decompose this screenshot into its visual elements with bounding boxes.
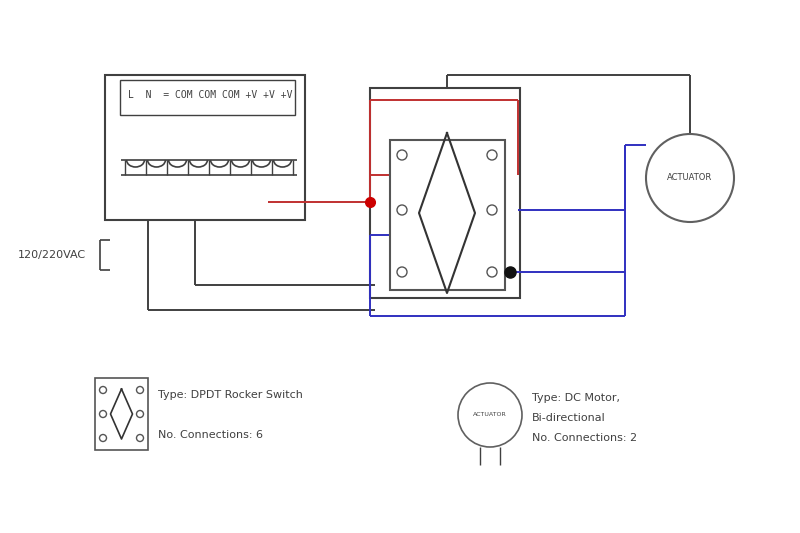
- Bar: [390, 140, 505, 290]
- Circle shape: [137, 410, 143, 417]
- Circle shape: [646, 134, 734, 222]
- Circle shape: [487, 205, 497, 215]
- Text: ACTUATOR: ACTUATOR: [473, 413, 507, 417]
- Text: Type: DC Motor,: Type: DC Motor,: [532, 393, 620, 403]
- Bar: [95, 378, 148, 450]
- Circle shape: [458, 383, 522, 447]
- Circle shape: [99, 434, 106, 441]
- Circle shape: [137, 434, 143, 441]
- Circle shape: [487, 267, 497, 277]
- Circle shape: [99, 386, 106, 393]
- Circle shape: [137, 386, 143, 393]
- Text: ACTUATOR: ACTUATOR: [667, 174, 713, 182]
- Text: Type: DPDT Rocker Switch: Type: DPDT Rocker Switch: [158, 390, 303, 400]
- Circle shape: [487, 150, 497, 160]
- Circle shape: [397, 267, 407, 277]
- Bar: [120, 80, 295, 115]
- Bar: [105, 75, 305, 220]
- Text: 120/220VAC: 120/220VAC: [18, 250, 86, 260]
- Circle shape: [99, 410, 106, 417]
- Text: No. Connections: 2: No. Connections: 2: [532, 433, 637, 443]
- Text: L  N  = COM COM COM +V +V +V: L N = COM COM COM +V +V +V: [128, 90, 293, 100]
- Circle shape: [397, 205, 407, 215]
- Circle shape: [397, 150, 407, 160]
- Text: No. Connections: 6: No. Connections: 6: [158, 430, 263, 440]
- Text: Bi-directional: Bi-directional: [532, 413, 606, 423]
- Bar: [370, 88, 520, 298]
